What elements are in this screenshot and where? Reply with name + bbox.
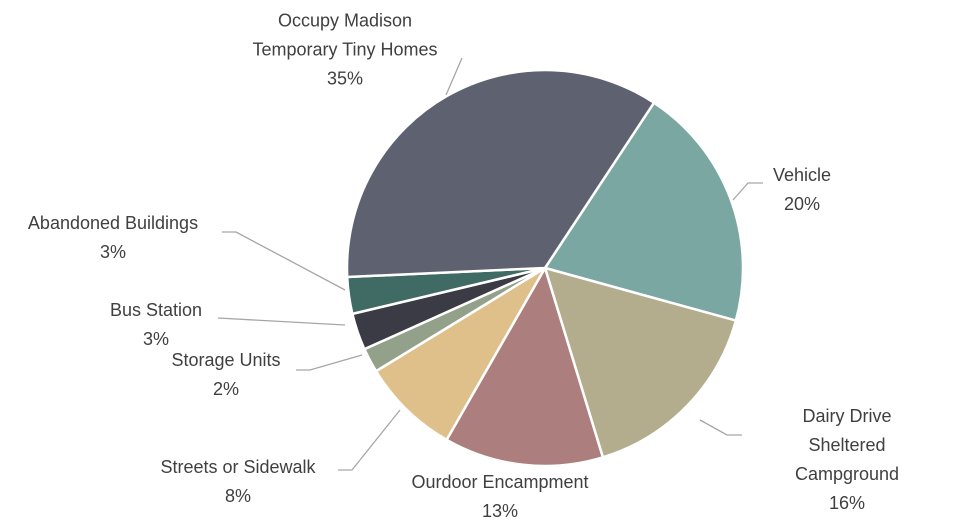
- pie-slice: [374, 266, 547, 442]
- value-label: 35%: [326, 68, 364, 89]
- slice-label: Dairy Drive Sheltered Campground 16%: [794, 402, 901, 518]
- value-label: 3%: [142, 329, 169, 349]
- pie-slice: [345, 68, 656, 279]
- category-label: Bus Station: [109, 300, 203, 320]
- value-label: 16%: [828, 493, 866, 513]
- slice-label: Occupy Madison Temporary Tiny Homes 35%: [252, 7, 437, 94]
- leader-line: [732, 182, 763, 201]
- pie-slice: [543, 100, 745, 323]
- leader-line: [699, 419, 742, 436]
- category-label: Vehicle: [772, 165, 832, 185]
- slice-label: Streets or Sidewalk 8%: [160, 453, 315, 511]
- leader-line: [222, 231, 346, 291]
- leader-line: [338, 409, 401, 471]
- category-label: Storage Units: [171, 350, 281, 370]
- pie-slice: [543, 266, 738, 459]
- slice-label: Ourdoor Encampment 13%: [411, 468, 588, 526]
- category-label: Abandoned Buildings: [27, 213, 199, 233]
- value-label: 3%: [99, 242, 127, 262]
- pie-slice: [444, 264, 605, 468]
- leader-line: [296, 354, 363, 371]
- category-label: Dairy Drive Sheltered Campground: [794, 406, 900, 484]
- value-label: 2%: [212, 379, 239, 399]
- value-label: 20%: [783, 194, 821, 214]
- slice-label: Vehicle 20%: [773, 161, 831, 219]
- category-label: Streets or Sidewalk: [160, 457, 316, 477]
- category-label: Ourdoor Encampment: [411, 472, 589, 492]
- slice-label: Storage Units 2%: [171, 346, 280, 404]
- category-label: Occupy Madison Temporary Tiny Homes: [252, 10, 438, 60]
- leader-line: [445, 57, 463, 96]
- slice-label: Bus Station 3%: [110, 296, 202, 354]
- leader-line: [217, 317, 346, 326]
- value-label: 8%: [224, 486, 252, 506]
- value-label: 13%: [481, 501, 519, 521]
- slice-label: Abandoned Buildings 3%: [28, 209, 198, 267]
